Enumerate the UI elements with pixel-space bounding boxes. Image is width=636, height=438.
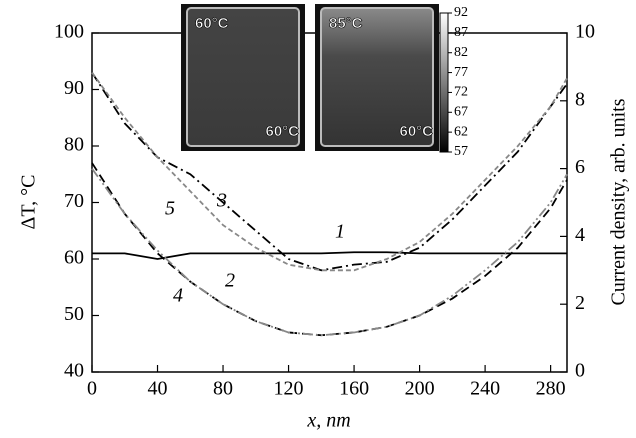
curve-label: 2 <box>225 270 235 292</box>
y-tick-label: 40 <box>64 360 84 382</box>
inset-label: 60°C <box>195 15 229 32</box>
series-line <box>92 169 567 336</box>
x-tick-label: 0 <box>87 378 97 400</box>
series-line <box>92 163 567 335</box>
y2-tick-label: 2 <box>575 292 585 314</box>
x-tick-label: 240 <box>470 378 500 400</box>
x-tick-label: 160 <box>339 378 369 400</box>
colorbar-tick-label: 72 <box>454 85 468 100</box>
y-tick-label: 70 <box>64 190 84 212</box>
curve-label: 5 <box>165 198 175 220</box>
x-tick-label: 40 <box>148 378 168 400</box>
inset-label: 60°C <box>399 123 433 140</box>
y2-axis-label: Current density, arb. units <box>608 98 630 305</box>
colorbar-tick-label: 67 <box>454 105 468 120</box>
chart: x, nm ΔT, °C Current density, arb. units… <box>0 0 636 438</box>
y2-tick-label: 8 <box>575 88 585 110</box>
x-tick-label: 80 <box>213 378 233 400</box>
y2-tick-label: 10 <box>575 21 595 43</box>
colorbar-tick-label: 87 <box>454 25 468 40</box>
inset-label: 85°C <box>329 15 363 32</box>
y-axis-label: ΔT, °C <box>18 175 40 230</box>
colorbar <box>440 13 448 152</box>
curve-label: 4 <box>173 285 183 307</box>
y-tick-label: 100 <box>54 21 84 43</box>
curve-label: 3 <box>216 190 227 212</box>
x-tick-label: 200 <box>405 378 435 400</box>
y-tick-label: 80 <box>64 134 84 156</box>
x-tick-label: 280 <box>536 378 566 400</box>
colorbar-tick-label: 57 <box>454 144 468 159</box>
x-tick-label: 120 <box>274 378 304 400</box>
colorbar-tick-label: 62 <box>454 124 468 139</box>
colorbar-tick-label: 92 <box>454 5 468 20</box>
x-axis-label: x, nm <box>306 410 350 432</box>
y-tick-label: 50 <box>64 303 84 325</box>
y2-tick-label: 0 <box>575 360 585 382</box>
curve-label: 1 <box>335 221 345 243</box>
y2-tick-label: 4 <box>575 224 585 246</box>
colorbar-tick-label: 82 <box>454 45 468 60</box>
y-tick-label: 90 <box>64 77 84 99</box>
y2-tick-label: 6 <box>575 156 585 178</box>
colorbar-tick-label: 77 <box>454 65 468 80</box>
inset-label: 60°C <box>265 123 299 140</box>
y-tick-label: 60 <box>64 247 84 269</box>
